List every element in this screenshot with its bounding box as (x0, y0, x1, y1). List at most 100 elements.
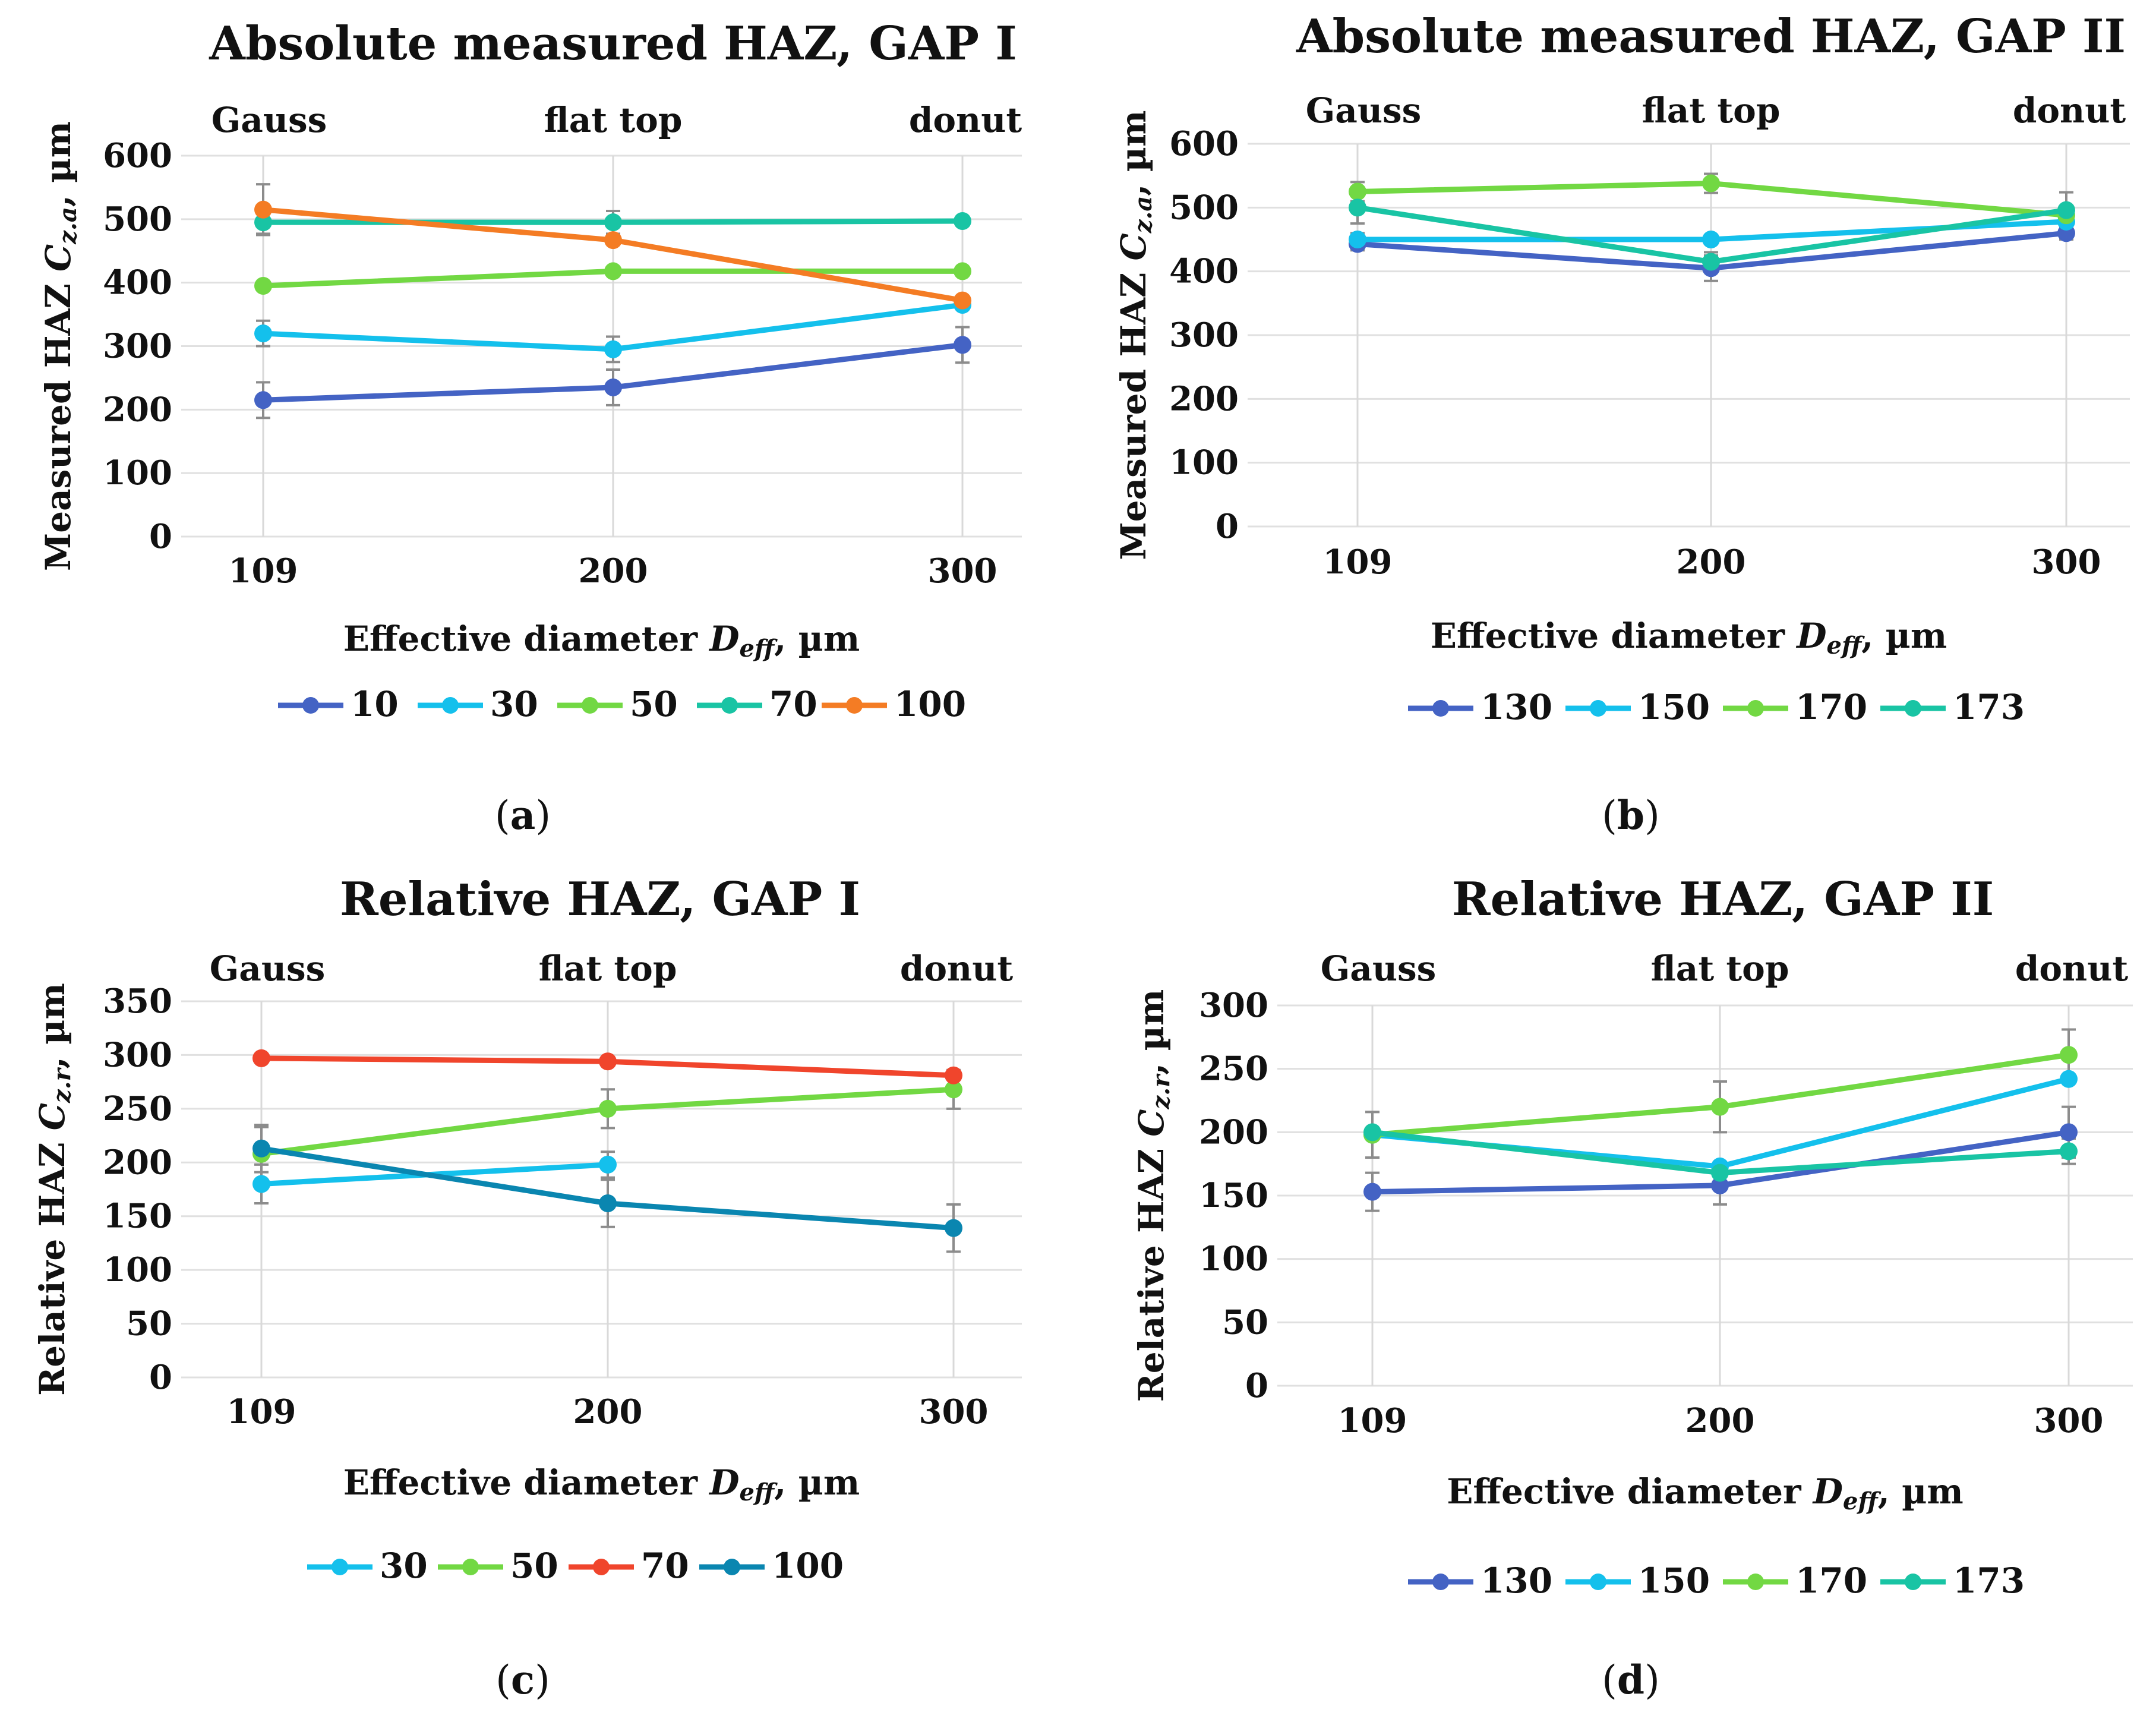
y-axis-label: Relative HAZ Cz.r, µm (32, 983, 76, 1396)
y-tick-label: 300 (103, 327, 172, 366)
y-tick-label: 0 (149, 517, 172, 556)
y-tick-label: 400 (1169, 252, 1239, 291)
y-axis-label: Measured HAZ Cz.a, µm (1113, 111, 1157, 560)
profile-label: donut (900, 948, 1014, 989)
y-tick-label: 250 (103, 1089, 172, 1128)
profile-label: Gauss (1321, 948, 1437, 989)
y-tick-label: 100 (1199, 1240, 1268, 1279)
x-tick-label: 200 (573, 1392, 643, 1431)
data-point-170 (1349, 182, 1366, 201)
data-point-70 (252, 1049, 270, 1067)
y-tick-label: 300 (103, 1035, 172, 1074)
y-tick-label: 200 (103, 1143, 172, 1182)
y-axis-label: Relative HAZ Cz.r, µm (1131, 989, 1175, 1402)
profile-label: Gauss (212, 100, 327, 140)
y-tick-label: 200 (1169, 379, 1239, 418)
x-tick-label: 109 (229, 551, 298, 591)
data-point-170 (1711, 1098, 1729, 1116)
y-tick-label: 50 (126, 1304, 172, 1344)
legend-item-130: 130 (1408, 687, 1552, 727)
data-point-100 (254, 200, 272, 219)
data-point-70 (604, 213, 622, 232)
profile-label: donut (909, 100, 1022, 140)
profile-label: Gauss (210, 948, 326, 989)
x-axis-label: Effective diameter Deff, µm (1447, 1471, 1964, 1515)
y-tick-label: 0 (1245, 1366, 1268, 1405)
y-tick-label: 0 (149, 1358, 172, 1397)
x-tick-label: 200 (1685, 1401, 1755, 1440)
data-point-50 (954, 262, 971, 280)
profile-label: Gauss (1306, 90, 1422, 131)
legend-item-173: 173 (1880, 1560, 2025, 1601)
legend-item-170: 170 (1723, 687, 1867, 727)
data-point-173 (2057, 201, 2075, 219)
y-tick-label: 200 (103, 390, 172, 429)
y-tick-label: 400 (103, 263, 172, 302)
chart-title: Absolute measured HAZ, GAP I (209, 17, 1017, 71)
legend-label: 150 (1638, 1560, 1710, 1601)
y-tick-label: 350 (103, 982, 172, 1021)
y-tick-label: 600 (1169, 124, 1239, 163)
y-tick-label: 100 (103, 453, 172, 493)
data-point-30 (252, 1175, 270, 1193)
chart-d: Relative HAZ, GAP II 0 50 100 150 200 250 300 10… (1131, 872, 2133, 1703)
panel-label: (b) (1602, 792, 1660, 838)
data-point-30 (599, 1155, 617, 1174)
legend-item-70: 70 (569, 1546, 689, 1586)
x-tick-label: 300 (2032, 543, 2101, 582)
chart-c: Relative HAZ, GAP I 0 50 100 150 200 250 300 350… (32, 872, 1022, 1703)
legend-label: 150 (1638, 687, 1710, 727)
y-tick-label: 600 (103, 136, 172, 175)
legend-label: 100 (894, 684, 966, 724)
data-point-10 (254, 391, 272, 409)
data-point-150 (1349, 231, 1366, 248)
data-point-70 (254, 213, 272, 232)
legend-label: 170 (1795, 1560, 1867, 1601)
legend-item-70: 70 (697, 684, 817, 724)
data-point-70 (599, 1052, 617, 1071)
data-point-130 (1363, 1183, 1381, 1201)
data-point-173 (1363, 1123, 1381, 1142)
legend-label: 173 (1953, 1560, 2025, 1601)
y-tick-label: 500 (1169, 188, 1239, 227)
profile-label: donut (2013, 90, 2126, 131)
legend-label: 70 (641, 1546, 689, 1586)
panel-label: (c) (495, 1657, 550, 1703)
y-tick-label: 500 (103, 200, 172, 239)
data-point-170 (2060, 1046, 2078, 1064)
legend-label: 50 (630, 684, 678, 724)
data-point-173 (2060, 1142, 2078, 1161)
x-tick-label: 300 (919, 1392, 989, 1431)
data-point-130 (2060, 1123, 2078, 1142)
legend-item-130: 130 (1408, 1560, 1552, 1601)
legend-item-150: 150 (1565, 687, 1710, 727)
legend-item-30: 30 (307, 1546, 428, 1586)
data-point-150 (2060, 1070, 2078, 1088)
data-point-10 (954, 336, 971, 354)
data-point-50 (599, 1099, 617, 1118)
legend-label: 170 (1795, 687, 1867, 727)
data-point-173 (1702, 253, 1720, 271)
profile-label: flat top (1651, 948, 1789, 989)
data-point-30 (604, 340, 622, 358)
y-tick-label: 300 (1169, 316, 1239, 355)
x-tick-label: 109 (227, 1392, 296, 1431)
profile-label: flat top (544, 100, 683, 140)
legend-label: 173 (1953, 687, 2025, 727)
y-tick-label: 100 (1169, 443, 1239, 483)
x-axis-label: Effective diameter Deff, µm (343, 1462, 860, 1506)
data-point-100 (954, 291, 971, 310)
y-tick-label: 50 (1222, 1303, 1268, 1342)
data-point-70 (954, 212, 971, 231)
data-point-10 (604, 378, 622, 396)
chart-title: Absolute measured HAZ, GAP II (1296, 10, 2126, 64)
y-tick-label: 300 (1199, 986, 1268, 1025)
data-point-173 (1711, 1163, 1729, 1182)
legend-item-100: 100 (699, 1546, 844, 1586)
x-tick-label: 300 (2034, 1401, 2104, 1440)
data-point-30 (254, 324, 272, 343)
legend-item-50: 50 (438, 1546, 558, 1586)
legend-item-170: 170 (1723, 1560, 1867, 1601)
legend-label: 100 (772, 1546, 844, 1586)
